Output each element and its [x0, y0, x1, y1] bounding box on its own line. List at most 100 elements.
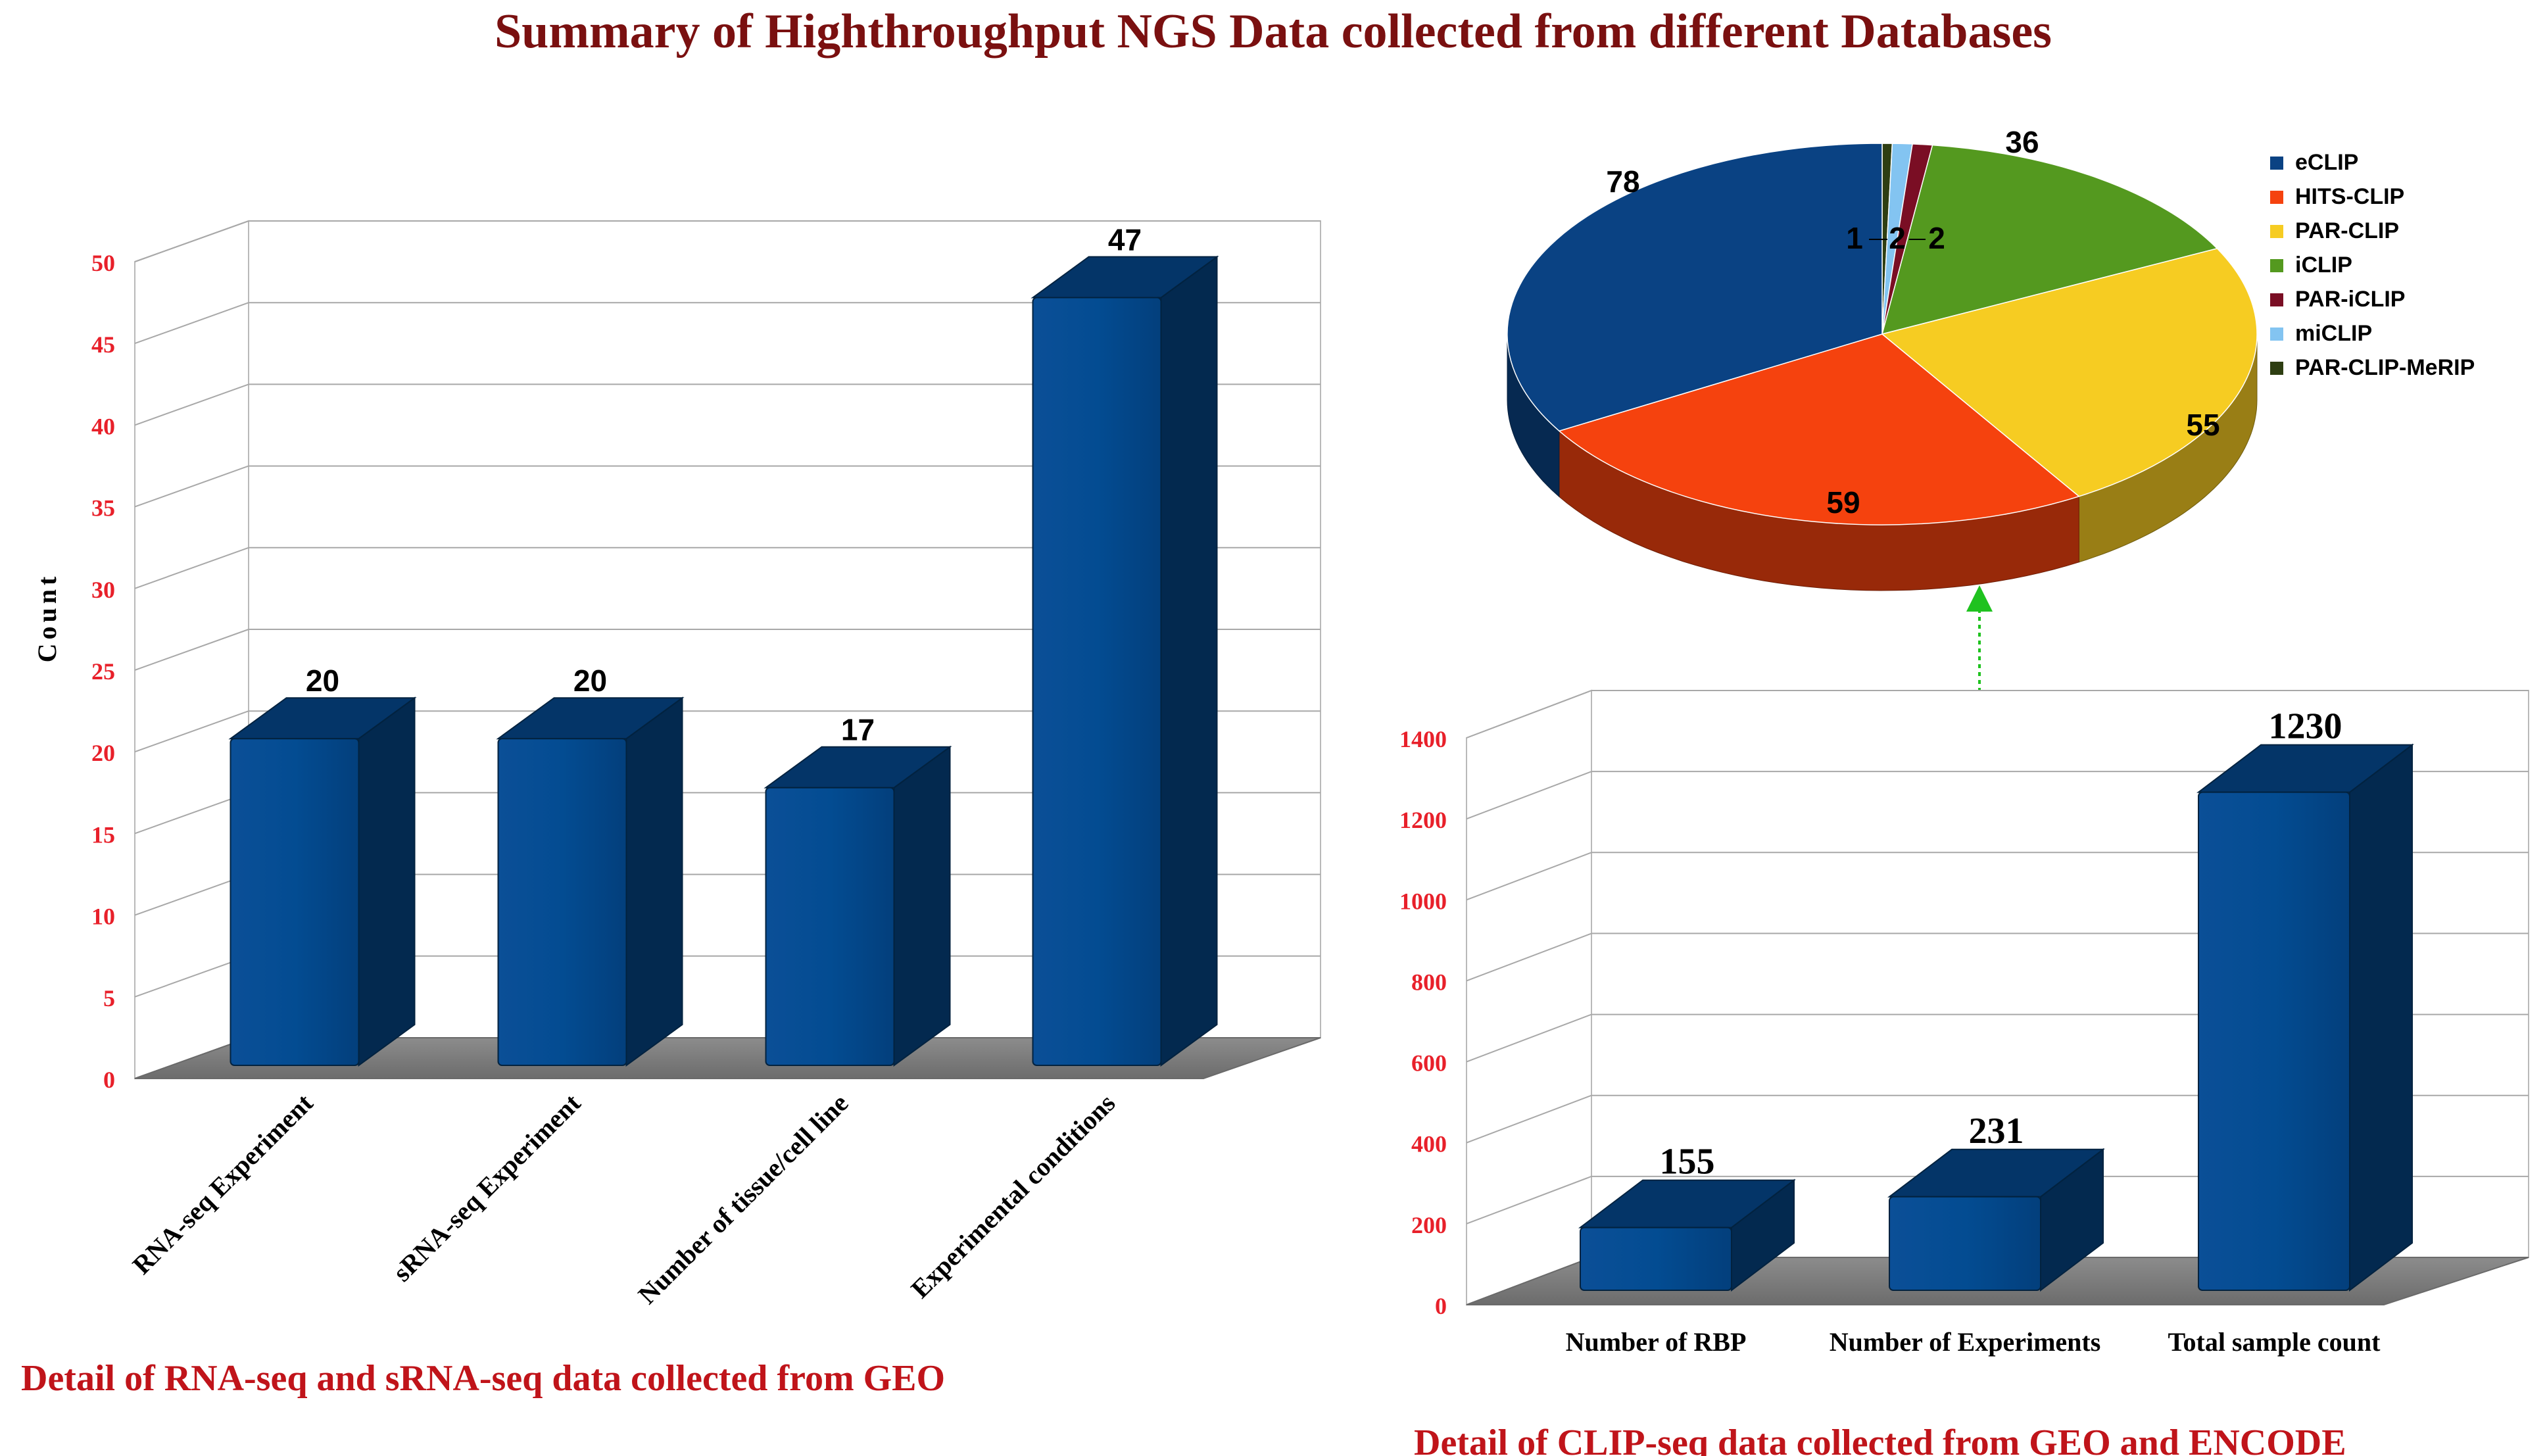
clip-bar-chart: 0 200 400 600 800 1000 1200 1400 155 Number of RB… — [1399, 689, 2529, 1357]
legend-swatch — [2270, 225, 2283, 238]
legend-swatch — [2270, 157, 2283, 170]
legend-label: PAR-CLIP-MeRIP — [2295, 355, 2475, 380]
pie-value-label: 55 — [2186, 408, 2220, 442]
page-title: Summary of Highthroughput NGS Data colle… — [495, 5, 2052, 59]
x-tick-label: Number of tissue/cell line — [632, 1088, 854, 1310]
y-tick-label: 5 — [103, 985, 115, 1011]
pie-slice — [1558, 333, 2080, 525]
bar-front — [765, 787, 895, 1066]
legend-label: HITS-CLIP — [2295, 184, 2404, 209]
bar-front — [1032, 297, 1162, 1066]
legend-swatch — [2270, 328, 2283, 341]
pie-value-label: 36 — [2005, 125, 2039, 159]
y-tick-label: 35 — [91, 495, 115, 522]
gridline-side — [134, 873, 249, 916]
x-tick-label: Total sample count — [2168, 1327, 2381, 1357]
legend-item: iCLIP — [2270, 253, 2352, 278]
y-tick-label: 800 — [1411, 969, 1447, 995]
bar-value-label: 17 — [841, 713, 875, 747]
legend-swatch — [2270, 191, 2283, 204]
y-tick-label: 45 — [91, 331, 115, 358]
y-tick-label: 1200 — [1399, 807, 1447, 833]
legend-item: PAR-iCLIP — [2270, 287, 2405, 312]
bar — [228, 696, 417, 1067]
y-tick-label: 0 — [1435, 1293, 1447, 1319]
bar-front — [2198, 791, 2350, 1291]
y-tick-label: 15 — [91, 821, 115, 848]
bar-front — [230, 738, 360, 1066]
bar-side — [625, 696, 683, 1067]
gridline-side — [134, 710, 249, 753]
gridline-side — [1466, 1013, 1592, 1063]
bar-side — [2349, 743, 2413, 1292]
gridline-side — [134, 546, 249, 589]
side-wall — [1466, 689, 1592, 1306]
legend-item: HITS-CLIP — [2270, 184, 2404, 209]
y-tick-label: 1000 — [1399, 888, 1447, 914]
legend-item: eCLIP — [2270, 150, 2358, 175]
legend-swatch — [2270, 259, 2283, 272]
clip-pie-legend: eCLIP HITS-CLIP PAR-CLIP iCLIP PAR-iCLIP miCL… — [2270, 150, 2475, 380]
pie-slice — [1507, 143, 1883, 432]
y-tick-label: 10 — [91, 904, 115, 930]
y-tick-label: 200 — [1411, 1212, 1447, 1238]
bar — [1887, 1148, 2105, 1292]
gridline-side — [134, 629, 249, 671]
gridline-side — [134, 220, 249, 262]
floor — [134, 1037, 1321, 1079]
x-tick-label: Number of Experiments — [1830, 1327, 2101, 1357]
bar — [496, 696, 685, 1067]
gridline-side — [1466, 771, 1592, 820]
legend-label: PAR-iCLIP — [2295, 287, 2405, 312]
y-axis-label: Count — [32, 573, 62, 663]
bar — [2196, 743, 2414, 1292]
bar-value-label: 20 — [573, 664, 607, 698]
clip-bar-caption: Detail of CLIP-seq data collected from G… — [1414, 1422, 2346, 1456]
gridline-side — [134, 383, 249, 426]
pie-value-label: 1 — [1846, 221, 1863, 255]
gridline-side — [134, 955, 249, 998]
bar-value-label: 1230 — [2269, 706, 2342, 747]
bar-value-label: 47 — [1108, 223, 1142, 257]
legend-label: eCLIP — [2295, 150, 2358, 175]
legend-label: miCLIP — [2295, 321, 2372, 346]
bar-value-label: 155 — [1660, 1142, 1715, 1182]
legend-swatch — [2270, 293, 2283, 306]
y-tick-label: 400 — [1411, 1131, 1447, 1157]
pie-slice — [1881, 248, 2258, 497]
bar-value-label: 20 — [306, 664, 339, 698]
y-tick-label: 30 — [91, 577, 115, 603]
bar-front — [1889, 1196, 2041, 1292]
gridline-side — [1466, 1094, 1592, 1144]
y-tick-label: 50 — [91, 250, 115, 276]
bar-value-label: 231 — [1969, 1111, 2024, 1152]
gridline-side — [1466, 852, 1592, 901]
gridline-side — [134, 792, 249, 835]
pie-value-label: 2 — [1928, 221, 1945, 255]
x-tick-label: Experimental conditions — [905, 1088, 1121, 1304]
legend-item: PAR-CLIP — [2270, 218, 2399, 243]
pie-value-label: 78 — [1606, 164, 1639, 199]
legend-item: PAR-CLIP-MeRIP — [2270, 355, 2475, 380]
y-tick-label: 0 — [103, 1067, 115, 1093]
bar-front — [497, 738, 627, 1066]
gridline-side — [134, 465, 249, 508]
bar — [1578, 1178, 1796, 1292]
x-tick-label: Number of RBP — [1566, 1327, 1747, 1357]
x-tick-label: RNA-seq Experiment — [127, 1088, 319, 1280]
y-tick-label: 40 — [91, 413, 115, 439]
gridline-side — [1466, 1175, 1592, 1225]
bar-side — [893, 745, 951, 1067]
pie-slice — [1881, 144, 2218, 335]
pie-value-label: 2 — [1889, 221, 1906, 255]
bar-side — [1160, 255, 1218, 1067]
gridline-side — [1466, 933, 1592, 982]
y-tick-label: 1400 — [1399, 726, 1447, 752]
legend-label: PAR-CLIP — [2295, 218, 2399, 243]
bar — [764, 745, 952, 1067]
gridline-side — [134, 302, 249, 345]
geo-bar-chart: 0 5 10 15 20 25 30 35 40 45 50 20 RNA-seq Experiment… — [32, 220, 1321, 1310]
x-tick-label: sRNA-seq Experiment — [387, 1088, 587, 1287]
